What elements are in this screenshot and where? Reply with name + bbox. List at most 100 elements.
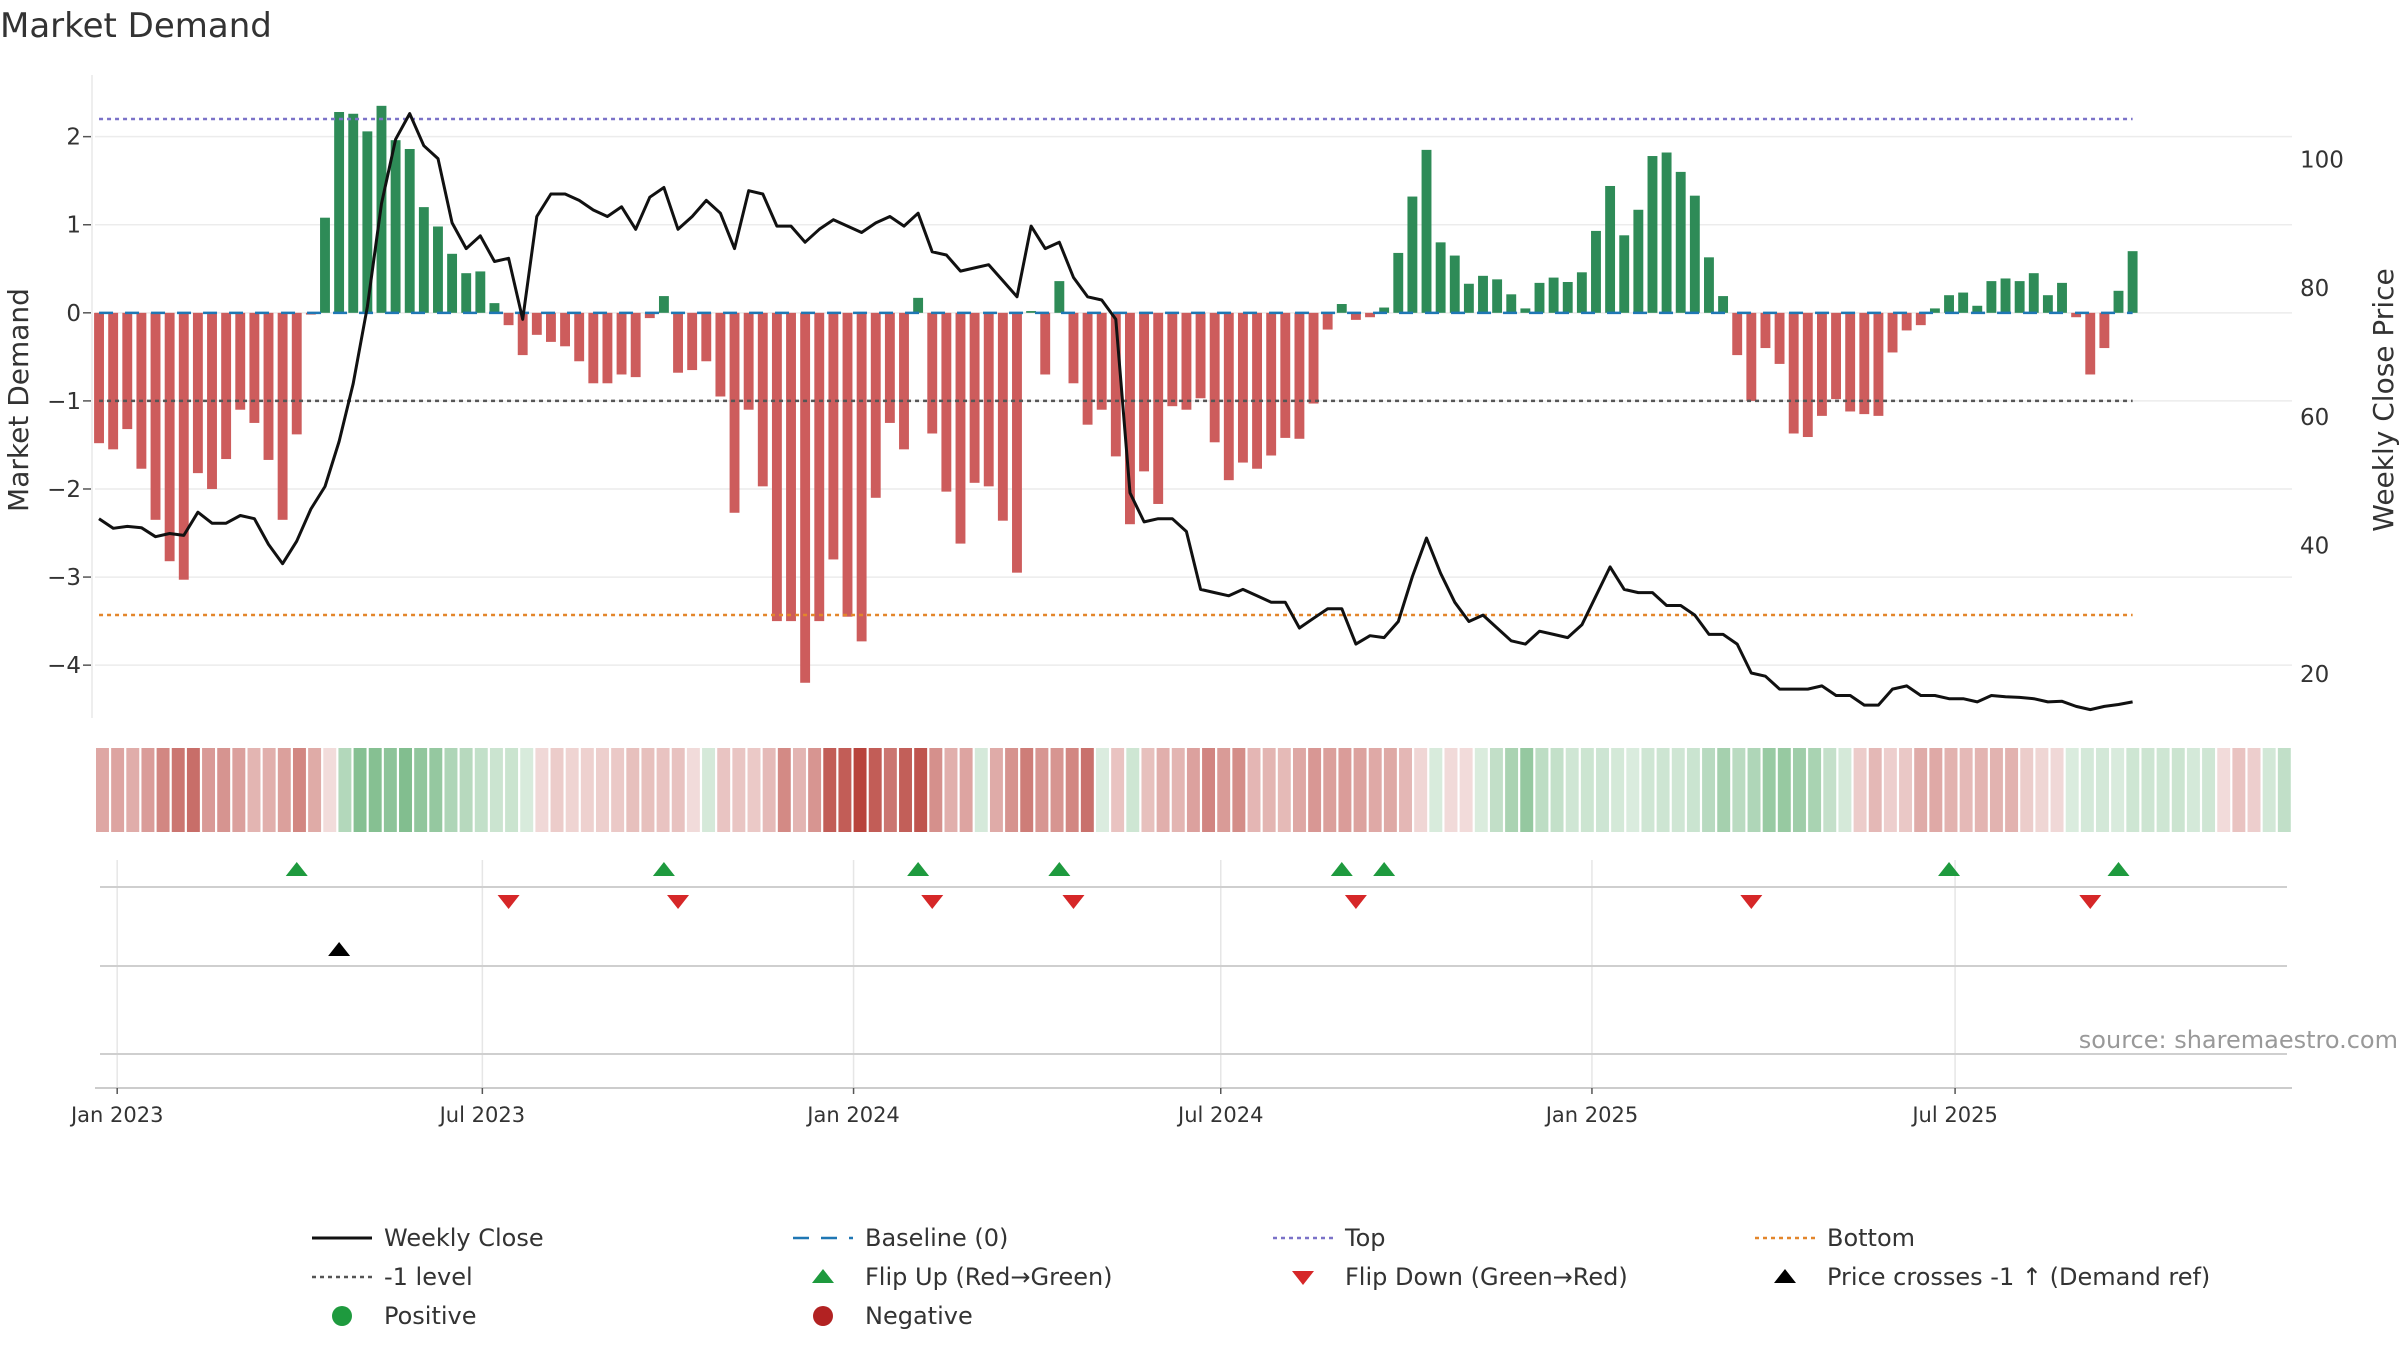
demand-bar [913,297,924,313]
demand-bar [531,312,542,335]
demand-bar [814,312,825,622]
demand-bar [729,312,740,513]
heat-cell [853,748,867,832]
flip-down-marker [667,895,690,909]
heat-cell [959,748,973,832]
demand-bar [221,312,232,460]
demand-bar [1407,196,1418,313]
demand-bar [1788,312,1799,434]
legend-label: Positive [384,1302,477,1330]
heat-cell [565,748,579,832]
legend-item: Bottom [1755,1224,1915,1252]
demand-bar [1562,281,1573,313]
heat-cell [353,748,367,832]
demand-bar [1831,312,1841,400]
demand-bar [503,312,514,326]
heat-cell [1989,748,2003,832]
heat-cell [1974,748,1988,832]
demand-bar [616,312,627,375]
demand-bar [1421,149,1432,313]
flip-up-marker [1373,862,1396,876]
demand-bar [1675,171,1686,313]
heat-cell [1202,748,1216,832]
demand-bar [969,312,980,483]
heat-cell [702,748,716,832]
demand-bar [150,312,161,520]
demand-bar [546,312,556,342]
heat-cell [2171,748,2185,832]
legend-item: Weekly Close [312,1224,544,1252]
heat-cell [1671,748,1685,832]
flip-down-marker [921,895,944,909]
heat-cell [611,748,625,832]
demand-bar [94,312,104,444]
heat-cell [1111,748,1125,832]
heat-cell [1444,748,1458,832]
heat-cell [777,748,791,832]
demand-bar [2014,281,2025,313]
demand-bar [1548,277,1559,313]
demand-bar [1054,281,1065,313]
demand-bar [1661,152,1672,313]
heat-cell [1005,748,1019,832]
demand-bar [997,312,1008,521]
heat-cell [1702,748,1716,832]
demand-bar [1068,312,1079,384]
flip-down-marker [2079,895,2102,909]
event-markers [285,862,2130,956]
heat-cell [1474,748,1488,832]
demand-bar [842,312,853,617]
legend-swatch [812,1269,834,1283]
demand-bar [1986,281,1997,313]
demand-bar [1506,294,1517,313]
legend-label: Bottom [1827,1224,1915,1252]
heat-cell [1899,748,1913,832]
heat-cell [383,748,397,832]
demand-bar [1492,279,1503,313]
heat-cell [671,748,685,832]
demand-bar [1181,312,1192,410]
demand-heat-strip [96,748,2291,832]
demand-bar [884,312,895,423]
heat-cell [459,748,473,832]
heat-cell [1611,748,1625,832]
demand-bar [1012,312,1022,573]
demand-bar [418,207,429,313]
demand-bar [404,148,415,313]
heat-cell [686,748,700,832]
heat-cell [732,748,746,832]
heat-cell [1414,748,1428,832]
legend-label: -1 level [384,1263,473,1291]
demand-bar [1718,296,1729,313]
heat-cell [277,748,291,832]
heat-cell [1232,748,1246,832]
legend-label: Flip Up (Red→Green) [865,1263,1113,1291]
heat-cell [1520,748,1534,832]
heat-cell [1141,748,1155,832]
demand-bar [856,312,867,642]
heat-cell [126,748,140,832]
demand-bar [1209,312,1220,443]
heat-cell [747,748,761,832]
heat-cell [2202,748,2216,832]
demand-bar [1237,312,1248,463]
heat-cell [1096,748,1109,832]
y2-tick-label: 60 [2300,405,2329,431]
heat-cell [1368,748,1382,832]
demand-bar [1026,311,1037,313]
x-tick-label: Jul 2025 [1910,1103,1997,1127]
heat-cell [1126,748,1140,832]
demand-bar [1534,282,1545,313]
legend-label: Top [1344,1224,1386,1252]
demand-bar [1478,275,1488,313]
flip-down-marker [1344,895,1367,909]
demand-bar [899,312,909,450]
demand-bar [1096,312,1107,410]
demand-bar [687,312,698,371]
heat-cell [1292,748,1306,832]
demand-bar [433,226,443,313]
heat-cell [944,748,958,832]
demand-bar [1633,209,1644,313]
heat-cell [1883,748,1897,832]
x-tick-label: Jul 2024 [1176,1103,1263,1127]
